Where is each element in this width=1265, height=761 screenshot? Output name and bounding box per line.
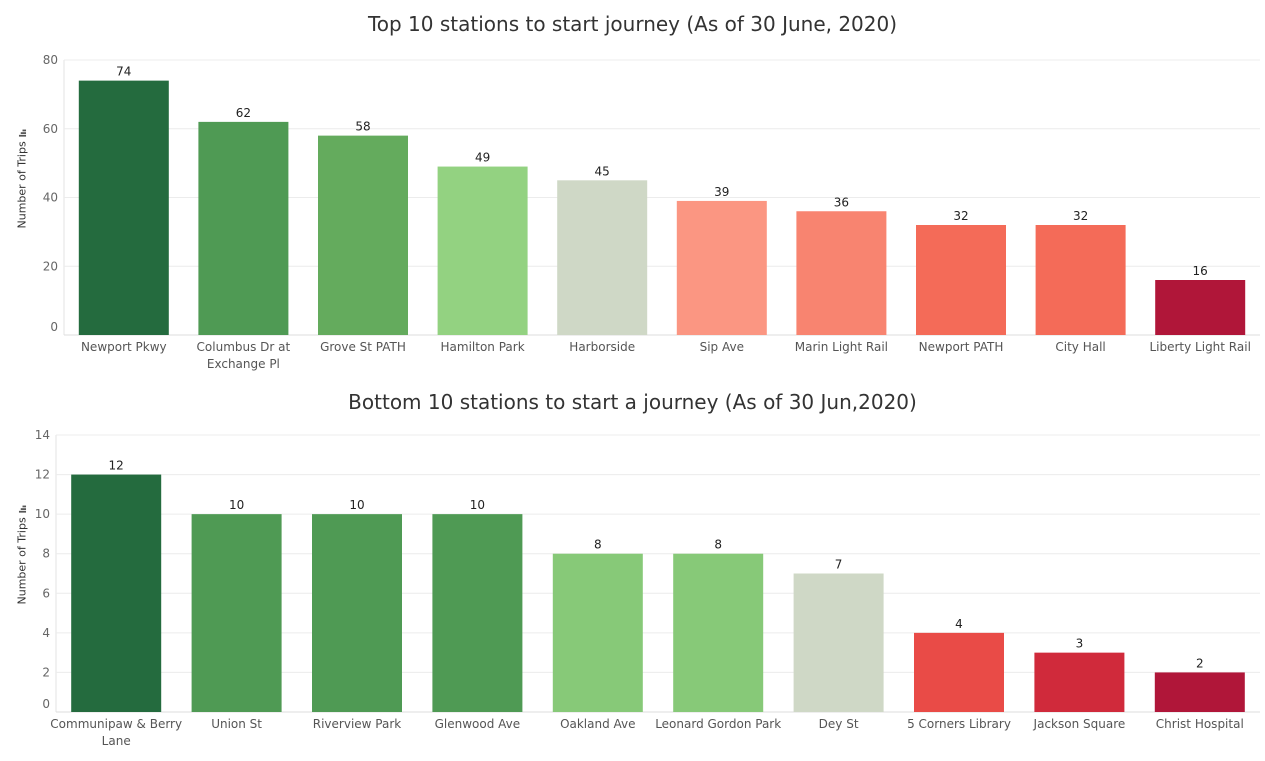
data-label: 62 <box>236 106 251 120</box>
x-tick-label: Riverview Park <box>313 717 402 731</box>
bar[interactable] <box>318 135 408 335</box>
x-tick-label: City Hall <box>1055 340 1105 354</box>
data-label: 58 <box>355 120 370 134</box>
bar[interactable] <box>673 553 764 712</box>
x-tick-label: Sip Ave <box>700 340 744 354</box>
x-tick-label: Marin Light Rail <box>795 340 888 354</box>
top-stations-plot: 0 20 40 60 80 74 Newport Pkwy 62 Columbus Dr at E… <box>43 53 1260 371</box>
data-label: 10 <box>229 498 244 512</box>
data-label: 10 <box>470 498 485 512</box>
x-tick-label: Newport Pkwy <box>81 340 167 354</box>
x-tick-label: Liberty Light Rail <box>1149 340 1250 354</box>
y-tick-label: 0 <box>42 697 50 711</box>
data-label: 12 <box>109 459 124 473</box>
x-tick-label: Columbus Dr at Exchange Pl <box>197 340 291 371</box>
bar[interactable] <box>1034 652 1125 712</box>
y-tick-label: 10 <box>35 507 50 521</box>
bar[interactable] <box>916 225 1006 335</box>
y-tick-label: 60 <box>43 122 58 136</box>
y-tick-label: 6 <box>42 586 50 600</box>
bar[interactable] <box>191 514 282 712</box>
y-tick-label: 12 <box>35 468 50 482</box>
bar[interactable] <box>1155 280 1246 335</box>
chart-title: Bottom 10 stations to start a journey (A… <box>348 390 917 414</box>
x-tick-label: Union St <box>211 717 262 731</box>
bar[interactable] <box>557 180 648 335</box>
y-tick-label: 4 <box>42 626 50 640</box>
chart-title: Top 10 stations to start journey (As of … <box>367 12 898 36</box>
sort-descending-icon[interactable] <box>17 129 27 138</box>
y-tick-label: 2 <box>42 665 50 679</box>
bar[interactable] <box>796 211 887 335</box>
data-label: 49 <box>475 151 490 165</box>
bar[interactable] <box>1035 225 1126 335</box>
bar[interactable] <box>437 166 528 335</box>
x-tick-label: Dey St <box>819 717 859 731</box>
x-tick-label: Hamilton Park <box>441 340 525 354</box>
data-label: 3 <box>1076 637 1084 651</box>
data-label: 7 <box>835 558 843 572</box>
bar[interactable] <box>312 514 402 712</box>
bottom-stations-chart: Bottom 10 stations to start a journey (A… <box>0 378 1265 761</box>
data-label: 8 <box>714 538 722 552</box>
x-tick-label: Oakland Ave <box>560 717 635 731</box>
x-tick-label: Christ Hospital <box>1156 717 1244 731</box>
bar[interactable] <box>552 553 643 712</box>
y-axis-label: Number of Trips <box>16 129 29 229</box>
x-tick-label: Glenwood Ave <box>435 717 521 731</box>
data-label: 39 <box>714 185 729 199</box>
bar[interactable] <box>1154 672 1245 712</box>
x-tick-label: 5 Corners Library <box>907 717 1011 731</box>
bar[interactable] <box>71 474 162 712</box>
y-tick-label: 8 <box>42 547 50 561</box>
y-tick-label: 0 <box>50 320 58 334</box>
bar[interactable] <box>78 80 169 335</box>
data-label: 4 <box>955 617 963 631</box>
data-label: 16 <box>1193 264 1208 278</box>
bar[interactable] <box>432 514 523 712</box>
y-tick-label: 80 <box>43 53 58 67</box>
data-label: 74 <box>116 65 131 79</box>
x-tick-label: Newport PATH <box>919 340 1004 354</box>
sort-descending-icon[interactable] <box>17 505 27 514</box>
x-tick-label: Grove St PATH <box>320 340 406 354</box>
y-axis-label: Number of Trips <box>16 505 29 605</box>
x-tick-label: Communipaw & Berry Lane <box>50 717 182 748</box>
data-label: 8 <box>594 538 602 552</box>
x-tick-label: Leonard Gordon Park <box>655 717 781 731</box>
data-label: 45 <box>595 164 610 178</box>
data-label: 32 <box>953 209 968 223</box>
x-tick-label: Jackson Square <box>1033 717 1126 731</box>
top-stations-chart: Top 10 stations to start journey (As of … <box>0 0 1265 378</box>
bottom-stations-plot: 0 2 4 6 8 10 12 14 12 Communipaw & Berry Lane 10 Uni… <box>35 428 1260 748</box>
data-label: 10 <box>349 498 364 512</box>
bar[interactable] <box>198 121 289 335</box>
x-tick-label: Harborside <box>569 340 635 354</box>
bar[interactable] <box>793 573 884 713</box>
data-label: 2 <box>1196 656 1204 670</box>
y-tick-label: 40 <box>43 191 58 205</box>
y-tick-label: 14 <box>35 428 50 442</box>
bar[interactable] <box>676 200 767 335</box>
data-label: 32 <box>1073 209 1088 223</box>
data-label: 36 <box>834 195 849 209</box>
y-tick-label: 20 <box>43 259 58 273</box>
bar[interactable] <box>914 632 1004 712</box>
